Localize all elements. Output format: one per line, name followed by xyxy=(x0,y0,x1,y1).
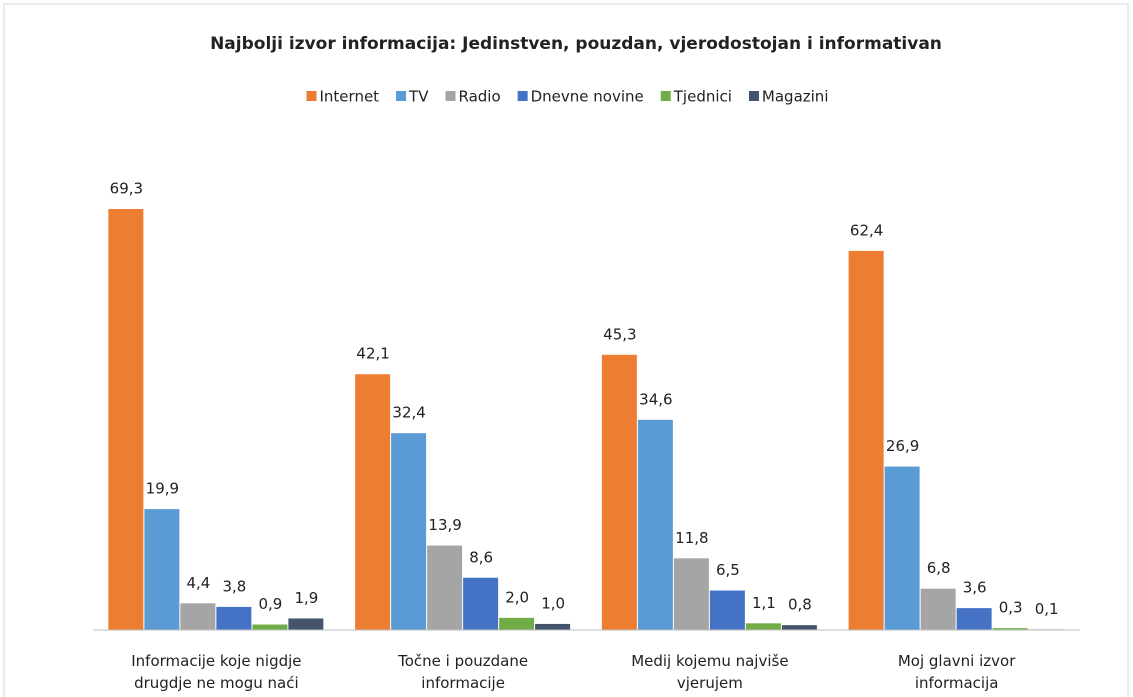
chart-frame xyxy=(3,3,1129,697)
legend-swatch xyxy=(748,91,759,101)
bar xyxy=(180,603,216,630)
value-label: 69,3 xyxy=(110,180,143,198)
bar xyxy=(637,419,673,630)
value-label: 8,6 xyxy=(469,548,493,566)
value-label: 4,4 xyxy=(186,574,210,592)
bar xyxy=(535,623,571,630)
value-label: 1,0 xyxy=(541,594,565,612)
bar xyxy=(391,433,427,630)
bar xyxy=(252,624,288,630)
legend-label: TV xyxy=(408,88,429,106)
value-label: 42,1 xyxy=(356,345,389,363)
value-label: 0,9 xyxy=(258,595,282,613)
chart-title: Najbolji izvor informacija: Jedinstven, … xyxy=(210,34,942,54)
value-label: 2,0 xyxy=(505,588,529,606)
x-tick-label: Točne i pouzdane informacije xyxy=(398,652,529,692)
legend-label: Dnevne novine xyxy=(531,88,644,106)
value-label: 13,9 xyxy=(428,516,461,534)
legend-swatch xyxy=(306,91,317,101)
legend-swatch xyxy=(517,91,528,101)
bar xyxy=(745,623,781,630)
value-label: 62,4 xyxy=(850,221,883,239)
legend-swatch xyxy=(660,91,671,101)
value-label: 0,1 xyxy=(1035,600,1059,618)
value-label: 1,1 xyxy=(752,594,776,612)
value-label: 1,9 xyxy=(294,589,318,607)
bar xyxy=(288,618,324,630)
legend-label: Internet xyxy=(320,88,380,106)
bar xyxy=(601,354,637,630)
bar xyxy=(108,209,144,630)
value-label: 6,5 xyxy=(716,561,740,579)
bar xyxy=(884,466,920,630)
legend-swatch xyxy=(445,91,456,101)
value-label: 3,6 xyxy=(963,579,987,597)
value-label: 32,4 xyxy=(392,404,425,422)
bar xyxy=(781,625,817,630)
bar xyxy=(144,509,180,630)
value-label: 45,3 xyxy=(603,325,636,343)
legend-label: Magazini xyxy=(762,88,829,106)
bar xyxy=(463,577,499,630)
value-label: 26,9 xyxy=(886,437,919,455)
bar xyxy=(920,588,956,630)
x-tick-label: Informacije koje nigdje drugdje ne mogu … xyxy=(131,652,302,692)
legend-label: Tjednici xyxy=(673,88,732,106)
value-label: 0,8 xyxy=(788,596,812,614)
bar xyxy=(848,250,884,631)
value-label: 11,8 xyxy=(675,529,708,547)
legend-swatch xyxy=(396,91,407,101)
bar xyxy=(709,590,745,630)
bar xyxy=(355,374,391,630)
bar xyxy=(673,558,709,630)
bar xyxy=(427,545,463,630)
value-label: 0,3 xyxy=(999,599,1023,617)
x-tick-label: Moj glavni izvor informacija xyxy=(897,652,1016,692)
bar xyxy=(499,617,535,630)
bar xyxy=(216,606,252,630)
value-label: 34,6 xyxy=(639,390,672,408)
bar xyxy=(992,628,1028,630)
value-label: 6,8 xyxy=(927,559,951,577)
legend-label: Radio xyxy=(458,88,500,106)
value-label: 19,9 xyxy=(146,480,179,498)
bar xyxy=(956,608,992,630)
value-label: 3,8 xyxy=(222,577,246,595)
x-tick-label: Medij kojemu najviše vjerujem xyxy=(631,652,789,692)
